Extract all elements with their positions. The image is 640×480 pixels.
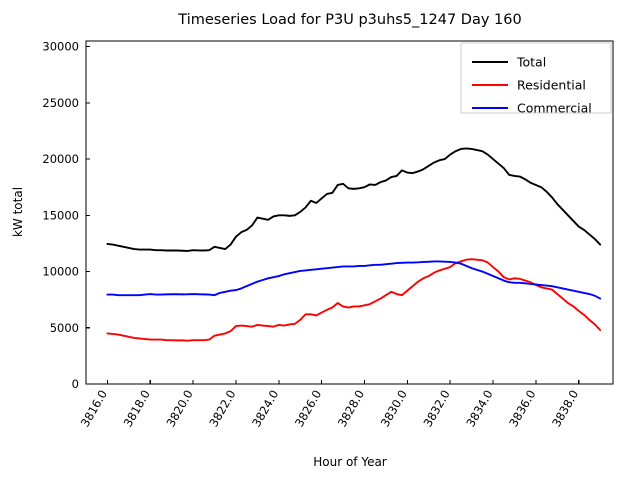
x-tick-label: 3826.0 [292,388,324,430]
x-tick-label: 3832.0 [421,388,453,430]
y-tick-label: 30000 [42,40,79,54]
x-tick-label: 3818.0 [121,388,153,430]
axis-titles: Hour of Year kW total [11,187,387,469]
legend-label-commercial: Commercial [517,101,592,116]
legend-box [460,42,612,114]
x-tick-label: 3822.0 [206,388,238,430]
page-title: Timeseries Load for P3U p3uhs5_1247 Day … [177,12,521,28]
y-tick-label: 25000 [42,96,79,110]
chart-legend: Total Residential Commercial [460,42,612,116]
y-axis-ticks: 0 5000 10000 15000 20000 25000 30000 [42,40,90,391]
x-tick-label: 3834.0 [463,388,495,430]
x-tick-label: 3838.0 [549,388,581,430]
y-tick-label: 20000 [42,152,79,166]
x-tick-label: 3836.0 [506,388,538,430]
x-tick-label: 3816.0 [78,388,110,430]
x-axis-ticks: 3816.0 3818.0 3820.0 3822.0 3824.0 3826.0 3828… [78,380,581,430]
x-tick-label: 3820.0 [163,388,195,430]
data-series-group [106,147,602,342]
x-axis-label: Hour of Year [313,455,387,469]
chart-title-group: Timeseries Load for P3U p3uhs5_1247 Day … [177,12,521,28]
y-tick-label: 5000 [50,321,79,335]
series-line-residential [106,258,602,342]
legend-label-residential: Residential [517,78,586,93]
x-tick-label: 3828.0 [335,388,367,430]
y-tick-label: 10000 [42,265,79,279]
x-tick-label: 3824.0 [249,388,281,430]
x-tick-label: 3830.0 [378,388,410,430]
legend-label-total: Total [516,55,546,70]
y-axis-label: kW total [11,187,25,237]
y-tick-label: 15000 [42,208,79,222]
plot-frame [85,40,614,385]
series-line-total [106,147,602,252]
y-tick-label: 0 [72,377,79,391]
series-line-commercial [106,260,602,300]
